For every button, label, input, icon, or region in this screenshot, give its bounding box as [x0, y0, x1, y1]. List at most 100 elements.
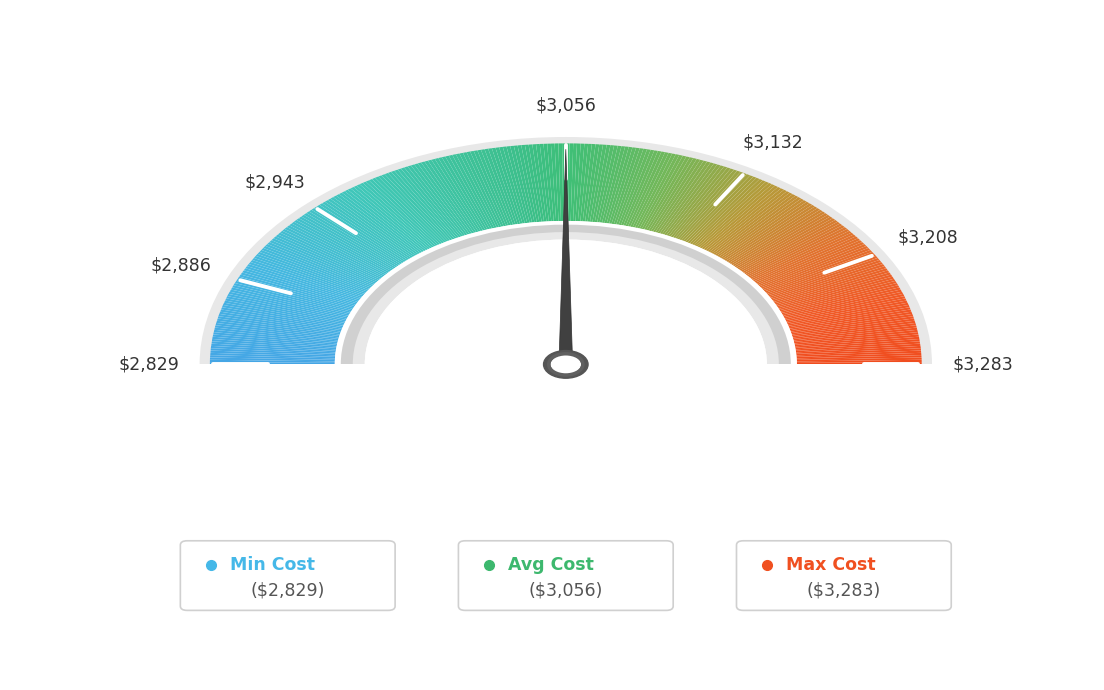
Wedge shape	[484, 146, 516, 225]
Wedge shape	[646, 155, 694, 230]
Wedge shape	[774, 267, 891, 304]
Wedge shape	[796, 344, 924, 353]
Wedge shape	[696, 180, 771, 246]
Wedge shape	[311, 205, 404, 263]
Wedge shape	[466, 150, 503, 226]
Wedge shape	[232, 280, 352, 312]
Wedge shape	[206, 362, 335, 364]
Wedge shape	[291, 219, 391, 272]
Wedge shape	[641, 154, 688, 229]
Wedge shape	[270, 235, 378, 282]
Wedge shape	[790, 311, 915, 332]
Wedge shape	[760, 243, 869, 288]
Wedge shape	[679, 170, 745, 240]
Wedge shape	[693, 179, 767, 246]
Wedge shape	[510, 144, 532, 223]
Wedge shape	[234, 276, 353, 309]
Wedge shape	[575, 141, 585, 221]
Bar	[138, 364, 994, 614]
Wedge shape	[786, 295, 909, 322]
Wedge shape	[792, 318, 919, 336]
Wedge shape	[326, 197, 413, 258]
Wedge shape	[711, 191, 795, 254]
Wedge shape	[559, 141, 563, 221]
Wedge shape	[215, 313, 341, 333]
Wedge shape	[633, 151, 673, 228]
Wedge shape	[521, 143, 539, 222]
Wedge shape	[266, 239, 374, 285]
Wedge shape	[794, 327, 921, 342]
Wedge shape	[236, 274, 354, 308]
Wedge shape	[233, 278, 353, 310]
Wedge shape	[722, 200, 811, 260]
Wedge shape	[242, 265, 359, 302]
Wedge shape	[480, 147, 513, 225]
Polygon shape	[559, 149, 573, 364]
Wedge shape	[217, 306, 342, 328]
Wedge shape	[211, 327, 338, 342]
Wedge shape	[469, 149, 506, 226]
Wedge shape	[683, 172, 752, 242]
Wedge shape	[721, 199, 809, 259]
Wedge shape	[299, 213, 395, 268]
Wedge shape	[795, 332, 922, 345]
Wedge shape	[741, 219, 840, 272]
Wedge shape	[797, 355, 925, 360]
Wedge shape	[307, 208, 401, 265]
Wedge shape	[554, 141, 561, 221]
Wedge shape	[597, 144, 618, 222]
Wedge shape	[212, 325, 339, 340]
Text: $2,829: $2,829	[119, 355, 180, 373]
Wedge shape	[796, 348, 924, 355]
Wedge shape	[585, 142, 599, 221]
Wedge shape	[434, 156, 484, 231]
Wedge shape	[654, 158, 705, 232]
Wedge shape	[546, 141, 556, 221]
Wedge shape	[212, 323, 339, 339]
Wedge shape	[495, 145, 522, 224]
Text: ($3,283): ($3,283)	[807, 582, 881, 600]
Wedge shape	[750, 230, 854, 279]
Wedge shape	[565, 141, 570, 221]
Wedge shape	[296, 215, 394, 270]
Wedge shape	[473, 148, 508, 226]
Wedge shape	[258, 247, 370, 290]
Wedge shape	[502, 144, 528, 223]
Wedge shape	[219, 304, 343, 327]
Wedge shape	[792, 316, 917, 335]
Wedge shape	[784, 291, 906, 319]
Circle shape	[543, 351, 588, 378]
Wedge shape	[461, 150, 501, 227]
Wedge shape	[241, 267, 358, 304]
Wedge shape	[237, 271, 355, 306]
Wedge shape	[708, 188, 789, 252]
Wedge shape	[213, 318, 340, 336]
Wedge shape	[261, 245, 371, 289]
Wedge shape	[602, 144, 626, 223]
Wedge shape	[206, 357, 335, 362]
Wedge shape	[346, 187, 426, 251]
Wedge shape	[672, 167, 735, 238]
Wedge shape	[256, 249, 369, 291]
Wedge shape	[477, 148, 511, 226]
Wedge shape	[778, 278, 899, 310]
Wedge shape	[245, 261, 361, 299]
Wedge shape	[210, 334, 337, 346]
Wedge shape	[739, 217, 838, 270]
Wedge shape	[794, 330, 922, 344]
Wedge shape	[244, 263, 360, 301]
Wedge shape	[795, 334, 922, 346]
Wedge shape	[691, 177, 765, 245]
Wedge shape	[607, 145, 633, 224]
Wedge shape	[400, 166, 461, 237]
Text: Avg Cost: Avg Cost	[508, 555, 594, 573]
Wedge shape	[757, 239, 866, 285]
Wedge shape	[420, 159, 474, 233]
Wedge shape	[744, 222, 845, 274]
Wedge shape	[796, 351, 925, 357]
Wedge shape	[289, 220, 390, 273]
Wedge shape	[628, 150, 666, 226]
Wedge shape	[309, 206, 403, 264]
Wedge shape	[733, 210, 828, 266]
Wedge shape	[658, 159, 712, 233]
